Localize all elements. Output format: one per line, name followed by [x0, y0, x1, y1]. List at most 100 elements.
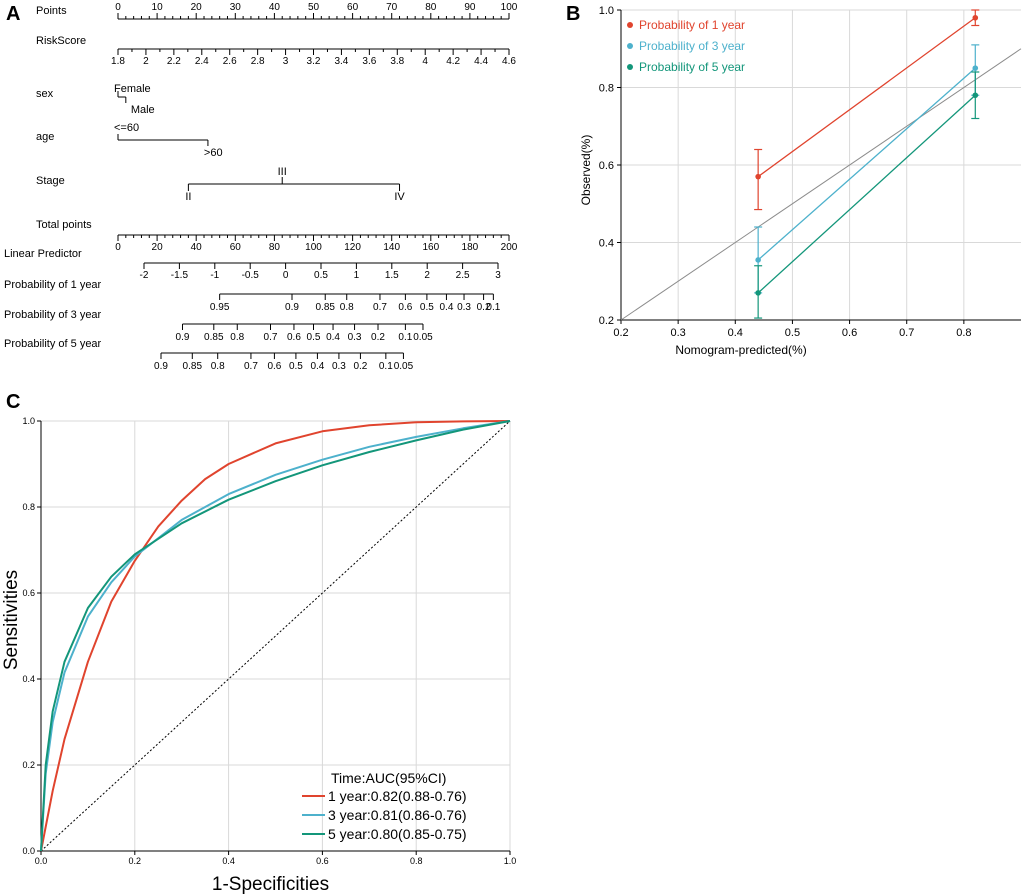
nomogram-tick-label-total-points: 20: [152, 242, 164, 253]
nomogram-tick-label-probability-of-5-year: 0.7: [244, 361, 258, 372]
roc-y-tick-label: 1.0: [22, 416, 35, 426]
nomogram-tick-label-riskscore: 4.2: [446, 56, 460, 67]
nomogram-level-label-female: Female: [114, 83, 151, 95]
roc-legend-label: 3 year:0.81(0.86-0.76): [328, 807, 467, 823]
nomogram-tick-label-riskscore: 2.6: [223, 56, 237, 67]
nomogram-row-label-points: Points: [36, 5, 67, 17]
nomogram-tick-label-total-points: 180: [462, 242, 479, 253]
calibration-y-tick-label: 0.6: [599, 160, 614, 172]
nomogram-tick-label-points: 70: [386, 2, 398, 13]
nomogram-tick-label-probability-of-1-year: 0.5: [420, 302, 434, 313]
nomogram-tick-label-linear-predictor: 0.5: [314, 270, 328, 281]
calibration-line-probability-of-5-year: [757, 94, 976, 294]
roc-reference-diagonal: [40, 420, 511, 852]
nomogram-row-label-age: age: [36, 131, 54, 143]
nomogram-tick-label-total-points: 120: [344, 242, 361, 253]
nomogram-tick-label-probability-of-3-year: 0.8: [230, 332, 244, 343]
nomogram-row-label-probability-of-5-year: Probability of 5 year: [4, 338, 102, 350]
calibration-legend-marker: [627, 43, 633, 49]
roc-y-tick-label: 0.8: [22, 502, 35, 512]
nomogram-row-label-sex: sex: [36, 88, 54, 100]
nomogram-tick-label-linear-predictor: -1: [210, 270, 219, 281]
roc-x-axis-title: 1-Specificities: [212, 874, 329, 895]
calibration-y-tick-label: 0.4: [599, 238, 614, 250]
nomogram-tick-label-probability-of-5-year: 0.85: [183, 361, 203, 372]
nomogram-tick-label-points: 30: [230, 2, 242, 13]
roc-y-tick-label: 0.0: [22, 846, 35, 856]
nomogram-row-label-riskscore: RiskScore: [36, 35, 86, 47]
nomogram-tick-label-probability-of-5-year: 0.3: [332, 361, 346, 372]
nomogram-tick-label-total-points: 200: [501, 242, 518, 253]
calibration-x-tick-label: 0.5: [785, 327, 800, 339]
calibration-point: [972, 65, 979, 71]
nomogram-tick-label-probability-of-5-year: 0.6: [267, 361, 281, 372]
nomogram-tick-label-riskscore: 3.8: [390, 56, 404, 67]
nomogram-tick-label-riskscore: 3.2: [307, 56, 321, 67]
roc-y-tick-label: 0.6: [22, 588, 35, 598]
roc-x-tick-label: 0.2: [129, 856, 142, 866]
calibration-y-tick-label: 0.8: [599, 83, 614, 95]
calibration-legend-marker: [627, 22, 633, 28]
nomogram-tick-label-probability-of-5-year: 0.4: [310, 361, 324, 372]
nomogram-tick-label-linear-predictor: -1.5: [171, 270, 189, 281]
nomogram-tick-label-probability-of-1-year: 0.6: [398, 302, 412, 313]
calibration-y-axis-title: Observed(%): [579, 135, 593, 206]
nomogram-tick-label-probability-of-1-year: 0.2: [477, 302, 491, 313]
nomogram-tick-label-probability-of-1-year: 0.95: [210, 302, 230, 313]
nomogram-tick-label-riskscore: 4.6: [502, 56, 516, 67]
calibration-legend-label: Probability of 5 year: [639, 60, 745, 74]
nomogram-tick-label-linear-predictor: 3: [495, 270, 501, 281]
nomogram-level-label-ii: II: [185, 191, 191, 203]
nomogram-row-label-total-points: Total points: [36, 219, 92, 231]
nomogram-tick-label-probability-of-5-year: 0.2: [353, 361, 367, 372]
nomogram-tick-label-points: 0: [115, 2, 121, 13]
nomogram-tick-label-probability-of-3-year: 0.05: [413, 332, 433, 343]
calibration-legend-marker: [627, 64, 633, 70]
calibration-y-tick-label: 0.2: [599, 315, 614, 327]
nomogram-tick-label-total-points: 40: [191, 242, 203, 253]
nomogram-tick-label-probability-of-3-year: 0.5: [307, 332, 321, 343]
nomogram-tick-label-probability-of-3-year: 0.9: [176, 332, 190, 343]
nomogram-tick-label-riskscore: 3.4: [334, 56, 348, 67]
roc-x-tick-label: 0.6: [316, 856, 329, 866]
nomogram-tick-label-points: 90: [464, 2, 476, 13]
nomogram-tick-label-total-points: 60: [230, 242, 242, 253]
calibration-point: [755, 290, 761, 296]
nomogram-tick-label-points: 10: [152, 2, 164, 13]
calibration-x-tick-label: 0.8: [956, 327, 971, 339]
nomogram-tick-label-points: 40: [269, 2, 281, 13]
nomogram-tick-label-total-points: 160: [422, 242, 439, 253]
nomogram-tick-label-probability-of-5-year: 0.8: [211, 361, 225, 372]
nomogram-level-label-iv: IV: [394, 191, 405, 203]
nomogram-tick-label-probability-of-3-year: 0.1: [398, 332, 412, 343]
nomogram-tick-label-linear-predictor: 1: [354, 270, 360, 281]
nomogram-tick-label-probability-of-1-year: 0.3: [457, 302, 471, 313]
roc-legend-title: Time:AUC(95%CI): [331, 770, 446, 786]
nomogram-tick-label-riskscore: 3.6: [362, 56, 376, 67]
calibration-point: [755, 257, 761, 263]
nomogram-tick-label-total-points: 0: [115, 242, 121, 253]
nomogram-tick-label-points: 60: [347, 2, 359, 13]
calibration-panel: 0.2 0.3 0.4 0.5 0.6 0.7 0.8 0.2 0.4 0.6 0.8 1.0 Prob…: [579, 5, 1022, 357]
nomogram-tick-label-riskscore: 4.4: [474, 56, 488, 67]
nomogram-tick-label-probability-of-5-year: 0.5: [289, 361, 303, 372]
nomogram-level-label-60: <=60: [114, 122, 139, 134]
nomogram-tick-label-total-points: 80: [269, 242, 281, 253]
calibration-line-probability-of-3-year: [757, 67, 976, 261]
nomogram-panel: Points 0 10 20 30 40 50 60 70 80 90 100RiskScore1.8…: [4, 2, 518, 372]
nomogram-tick-label-probability-of-1-year: 0.8: [340, 302, 354, 313]
nomogram-tick-label-probability-of-3-year: 0.6: [287, 332, 301, 343]
panel-b-label: B: [566, 3, 580, 25]
roc-x-tick-label: 0.0: [35, 856, 48, 866]
nomogram-row-label-linear-predictor: Linear Predictor: [4, 248, 82, 260]
roc-legend-label: 5 year:0.80(0.85-0.75): [328, 826, 467, 842]
roc-panel: 0.00.0 0.2 0.2 0.4 0.4 0.6 0.6 0.8 0.8 1.0 1.0 Time…: [1, 416, 516, 895]
calibration-x-tick-label: 0.7: [899, 327, 914, 339]
nomogram-tick-label-probability-of-1-year: 0.1: [486, 302, 500, 313]
calibration-legend-label: Probability of 3 year: [639, 39, 745, 53]
roc-y-tick-label: 0.4: [22, 674, 35, 684]
nomogram-tick-label-probability-of-3-year: 0.4: [326, 332, 340, 343]
nomogram-tick-label-probability-of-3-year: 0.7: [264, 332, 278, 343]
roc-curve-5-year: [40, 420, 511, 852]
